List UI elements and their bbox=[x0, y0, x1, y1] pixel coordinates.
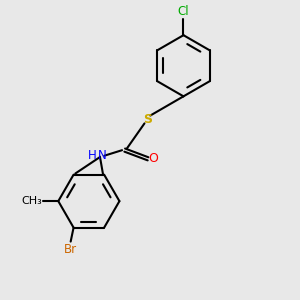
Text: O: O bbox=[148, 152, 158, 165]
Text: Cl: Cl bbox=[178, 5, 189, 18]
Text: Br: Br bbox=[64, 243, 77, 256]
Text: N: N bbox=[98, 148, 106, 162]
Text: H: H bbox=[88, 148, 97, 162]
Text: CH₃: CH₃ bbox=[22, 196, 42, 206]
Text: S: S bbox=[143, 112, 152, 125]
